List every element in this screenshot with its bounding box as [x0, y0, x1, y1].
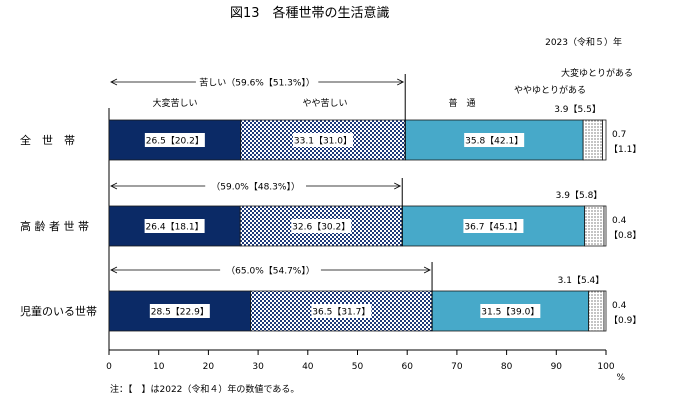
bar-label-box [464, 133, 525, 147]
category-label: 高 齢 者 世 帯 [20, 219, 89, 233]
bar-value-label: 26.4【18.1】 [146, 222, 204, 233]
x-tick-label: 20 [203, 362, 215, 372]
bar-value-label: 3.9【5.5】 [554, 104, 601, 115]
bar-value-label: 0.4 [612, 301, 627, 311]
bar-value-label: 35.8【42.1】 [465, 136, 523, 147]
bar-value-label: 0.4 [612, 216, 627, 226]
x-tick-label: 30 [252, 362, 264, 372]
bar-label-box [480, 304, 541, 318]
legend-label-very-comfortable: 大変ゆとりがある [561, 67, 633, 79]
x-tick-label: 80 [501, 362, 513, 372]
bar-label-box [463, 219, 524, 233]
bracket-arrow [423, 266, 431, 274]
legend-label-somewhat-hard: やや苦しい [302, 97, 347, 109]
bar-label-box [291, 219, 352, 233]
x-unit-label: % [616, 373, 625, 383]
bar-label-box [292, 133, 353, 147]
legend-label-very-hard: 大変苦しい [152, 97, 197, 109]
note: 注：【 】は2022（令和４）年の数値である。 [110, 383, 299, 395]
bracket-arrow [110, 182, 118, 190]
bar-value-label: 32.6【30.2】 [292, 222, 350, 233]
bar-segment [602, 119, 607, 161]
bar-segment [588, 290, 605, 332]
legend-label-normal: 普 通 [448, 97, 475, 109]
chart-title: 図13 各種世帯の生活意識 [230, 5, 390, 21]
bracket-arrow [397, 78, 405, 86]
bar-segment [603, 205, 607, 247]
bar-value-label: 3.9【5.8】 [556, 190, 603, 201]
bracket-arrow [110, 78, 118, 86]
plot-area: 0 10 20 30 40 50 60 70 80 90 100 全 世 帯 26.5【20.2】 33.… [20, 74, 641, 372]
x-tick-label: 100 [597, 362, 614, 372]
bar-value-label: 0.7 [612, 130, 626, 140]
bracket-arrow [110, 266, 118, 274]
legend-label-somewhat-comfortable: ややゆとりがある [514, 84, 586, 96]
bar-value-label: 36.5【31.7】 [312, 307, 370, 318]
category-label: 全 世 帯 [20, 133, 75, 147]
bar-value-label: 3.1【5.4】 [558, 275, 605, 286]
bar-value-label: 【0.9】 [609, 315, 641, 326]
bar-segment [239, 205, 403, 247]
bar-segment [603, 290, 607, 332]
bar-label-box [144, 133, 205, 147]
bar-label-box [311, 304, 372, 318]
category-label: 児童のいる世帯 [20, 304, 97, 318]
bar-value-label: 33.1【31.0】 [294, 136, 352, 147]
bar-label-box [149, 304, 210, 318]
bracket-label-bg [195, 75, 319, 89]
bracket-label-bg [220, 263, 321, 277]
x-tick-label: 90 [551, 362, 563, 372]
x-tick-label: 70 [451, 362, 463, 372]
bar-value-label: 28.5【22.9】 [151, 307, 209, 318]
bar-value-label: 26.5【20.2】 [146, 136, 204, 147]
x-tick-label: 60 [401, 362, 413, 372]
bracket-label: 苦しい（59.6%【51.3%】） [199, 77, 315, 89]
bar-value-label: 36.7【45.1】 [464, 222, 522, 233]
x-tick-label: 50 [352, 362, 364, 372]
bracket-label-bg [205, 179, 307, 193]
x-tick-label: 10 [153, 362, 165, 372]
bracket-label: （65.0%【54.7%】） [226, 266, 315, 277]
bar-segment [584, 205, 605, 247]
bar-label-box [144, 219, 205, 233]
bar-value-label: 【1.1】 [609, 144, 641, 155]
x-tick-label: 40 [302, 362, 314, 372]
bar-value-label: 【0.8】 [609, 230, 641, 241]
x-tick-label: 0 [106, 362, 112, 372]
bar-segment [582, 119, 603, 161]
bracket-label: （59.0%【48.3%】） [211, 182, 300, 193]
chart-subtitle: 2023（令和５）年 [545, 36, 622, 48]
bar-value-label: 31.5【39.0】 [481, 307, 539, 318]
bracket-arrow [394, 182, 402, 190]
